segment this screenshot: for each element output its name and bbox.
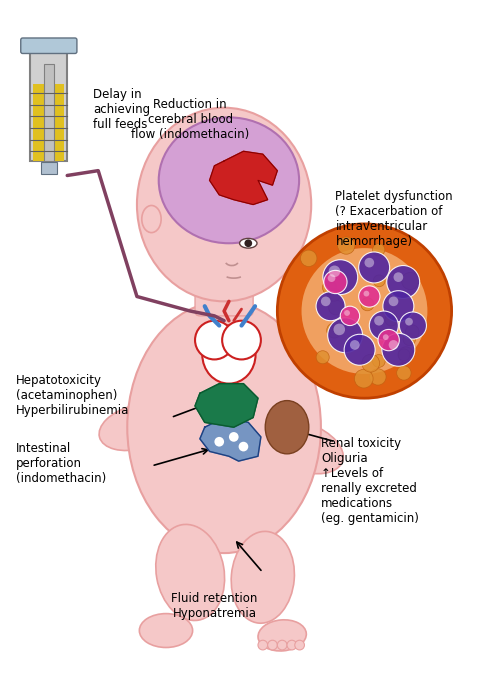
Ellipse shape xyxy=(159,117,299,243)
Text: Reduction in
cerebral blood
flow (indomethacin): Reduction in cerebral blood flow (indome… xyxy=(131,98,249,141)
Ellipse shape xyxy=(137,108,311,301)
FancyBboxPatch shape xyxy=(21,38,77,53)
Circle shape xyxy=(383,334,389,340)
Circle shape xyxy=(239,442,248,451)
Circle shape xyxy=(405,325,419,339)
Circle shape xyxy=(396,366,411,380)
Ellipse shape xyxy=(258,620,306,651)
Circle shape xyxy=(334,323,345,335)
Circle shape xyxy=(328,288,340,301)
Circle shape xyxy=(323,260,358,295)
Circle shape xyxy=(328,274,336,282)
Circle shape xyxy=(359,286,380,307)
Circle shape xyxy=(268,640,277,650)
Ellipse shape xyxy=(265,401,309,454)
Circle shape xyxy=(329,266,340,277)
Circle shape xyxy=(327,323,342,338)
Circle shape xyxy=(328,318,362,353)
Circle shape xyxy=(300,250,317,266)
Circle shape xyxy=(403,333,416,346)
Circle shape xyxy=(402,273,419,290)
Ellipse shape xyxy=(139,614,192,647)
Circle shape xyxy=(316,351,329,364)
Circle shape xyxy=(222,321,261,360)
Circle shape xyxy=(389,297,398,306)
Circle shape xyxy=(301,248,427,374)
FancyBboxPatch shape xyxy=(30,45,67,161)
Circle shape xyxy=(398,349,410,360)
Circle shape xyxy=(387,266,420,299)
Circle shape xyxy=(364,258,374,267)
Circle shape xyxy=(383,290,414,322)
Ellipse shape xyxy=(202,325,255,384)
Circle shape xyxy=(321,297,331,306)
Circle shape xyxy=(398,347,414,362)
Circle shape xyxy=(316,292,345,321)
Circle shape xyxy=(354,369,373,388)
Circle shape xyxy=(277,640,287,650)
Circle shape xyxy=(370,369,386,385)
FancyBboxPatch shape xyxy=(33,84,64,161)
Circle shape xyxy=(361,298,374,311)
Circle shape xyxy=(350,340,360,350)
Circle shape xyxy=(372,244,385,256)
Circle shape xyxy=(337,237,355,254)
Circle shape xyxy=(359,252,390,283)
FancyBboxPatch shape xyxy=(44,64,54,161)
Ellipse shape xyxy=(127,301,321,553)
Circle shape xyxy=(229,432,239,442)
Circle shape xyxy=(277,224,452,398)
Circle shape xyxy=(328,300,344,315)
Ellipse shape xyxy=(260,419,343,474)
Text: Intestinal
perforation
(indomethacin): Intestinal perforation (indomethacin) xyxy=(16,442,106,485)
Circle shape xyxy=(394,273,403,282)
Circle shape xyxy=(385,314,397,326)
Text: Fluid retention
Hyponatremia: Fluid retention Hyponatremia xyxy=(171,592,258,620)
FancyBboxPatch shape xyxy=(41,162,57,173)
Circle shape xyxy=(362,354,380,372)
Ellipse shape xyxy=(240,238,257,248)
Text: Platelet dysfunction
(? Exacerbation of
intraventricular
hemorrhage): Platelet dysfunction (? Exacerbation of … xyxy=(336,190,453,248)
Circle shape xyxy=(323,280,336,295)
Circle shape xyxy=(378,329,399,351)
Circle shape xyxy=(287,640,297,650)
Circle shape xyxy=(295,640,304,650)
Circle shape xyxy=(258,640,268,650)
Circle shape xyxy=(344,334,375,365)
Circle shape xyxy=(382,334,415,366)
Circle shape xyxy=(399,312,426,339)
Polygon shape xyxy=(210,151,277,205)
Text: Delay in
achieving
full feeds: Delay in achieving full feeds xyxy=(94,88,151,132)
Text: Hepatotoxicity
(acetaminophen)
Hyperbilirubinemia: Hepatotoxicity (acetaminophen) Hyperbili… xyxy=(16,374,129,417)
Circle shape xyxy=(244,239,252,247)
Circle shape xyxy=(389,340,398,350)
Circle shape xyxy=(344,310,350,316)
Circle shape xyxy=(340,306,360,325)
Circle shape xyxy=(332,321,346,334)
Circle shape xyxy=(369,311,398,340)
Circle shape xyxy=(372,355,385,367)
Ellipse shape xyxy=(231,532,294,623)
Circle shape xyxy=(195,321,234,360)
FancyBboxPatch shape xyxy=(195,258,253,316)
Circle shape xyxy=(324,271,347,294)
Circle shape xyxy=(374,316,384,325)
Circle shape xyxy=(215,437,224,447)
Polygon shape xyxy=(200,418,261,461)
Ellipse shape xyxy=(156,525,225,621)
Circle shape xyxy=(363,290,369,297)
Polygon shape xyxy=(195,384,258,427)
Ellipse shape xyxy=(142,206,161,233)
Text: Renal toxicity
Oliguria
↑Levels of
renally excreted
medications
(eg. gentamicin): Renal toxicity Oliguria ↑Levels of renal… xyxy=(321,437,419,525)
Circle shape xyxy=(405,318,413,325)
Circle shape xyxy=(373,275,385,287)
Ellipse shape xyxy=(99,404,175,451)
